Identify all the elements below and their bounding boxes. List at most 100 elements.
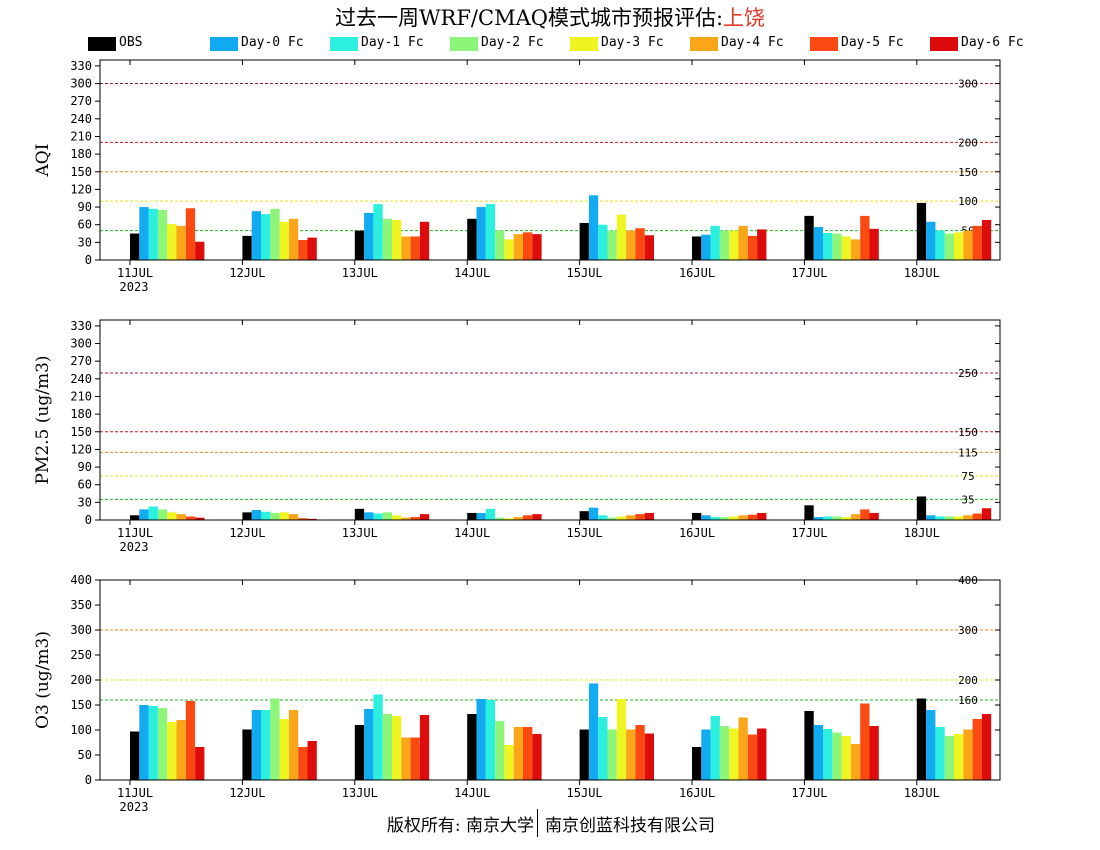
bar [476,512,486,520]
x-tick-label: 16JUL [679,786,715,800]
bar [307,237,317,260]
bar [635,228,645,260]
bar [419,221,430,260]
y-tick-label: 100 [70,723,92,737]
bar [579,729,589,780]
bar [523,515,533,520]
x-tick-label: 11JUL [117,526,153,540]
x-tick-label: 16JUL [679,526,715,540]
x-tick-label: 13JUL [342,526,378,540]
y-tick-label: 0 [85,253,92,267]
y-tick-label: 180 [70,147,92,161]
bar [588,195,599,260]
legend-label: Day-6 Fc [961,35,1024,50]
bar [757,728,767,780]
footer-separator [537,809,538,837]
bar [916,202,927,260]
bar [392,716,402,780]
legend-label: Day-1 Fc [361,35,424,50]
bar [963,729,973,780]
bar [279,221,289,260]
bar [626,729,636,780]
bar [354,725,365,780]
bar [373,204,383,260]
bar [410,517,420,520]
threshold-label: 100 [958,195,978,208]
bar [523,727,533,780]
bar [588,683,599,780]
bar [598,224,608,260]
bar [251,710,261,780]
bar [916,698,927,780]
bar [401,236,411,260]
chart-panel-1: 3002001501005003060901201501802102402703… [33,59,1001,294]
bar [279,512,289,520]
y-tick-label: 300 [70,77,92,91]
bar [130,515,140,520]
bar [392,220,402,260]
bar [841,736,851,780]
bar [467,218,477,260]
x-tick-label: 13JUL [342,266,378,280]
bar [850,514,861,520]
x-tick-label: 12JUL [229,526,265,540]
bar [710,716,720,780]
y-tick-label: 210 [70,389,92,403]
legend-swatch [810,37,838,51]
title-city: 上饶 [723,6,766,30]
x-tick-label: 17JUL [791,786,827,800]
y-tick-label: 330 [70,59,92,73]
x-tick-label: 12JUL [229,786,265,800]
bar [981,714,992,780]
legend-label: Day-4 Fc [721,35,784,50]
bar [804,711,814,780]
bar [813,227,823,260]
threshold-label: 150 [958,426,978,439]
bar [860,509,870,520]
bar [804,215,814,260]
bar [701,515,711,520]
bar [972,225,982,260]
bar [270,512,280,520]
bar [635,725,645,780]
bar [701,729,711,780]
bar [757,512,767,520]
bar [616,516,627,520]
plot-frame [99,59,1001,261]
bar [513,517,523,520]
bar [139,207,149,260]
bar [823,232,833,260]
bar [279,719,289,780]
bar [935,516,945,520]
y-tick-label: 350 [70,598,92,612]
legend-label: Day-0 Fc [241,35,304,50]
bar [382,714,392,780]
y-axis-label: PM2.5 (ug/m3) [33,355,53,484]
bar [261,214,271,260]
legend-swatch [330,37,358,51]
bar [813,725,823,780]
bar [419,715,430,780]
bar [485,204,496,260]
bar [710,225,720,260]
bar [832,732,842,780]
bar [298,240,308,260]
bar [288,218,299,260]
bar [944,516,954,520]
bar [176,514,186,520]
y-tick-label: 330 [70,319,92,333]
bar [251,211,261,260]
threshold-label: 250 [958,367,978,380]
y-tick-label: 50 [78,748,92,762]
bar [701,234,711,260]
bar [972,719,982,780]
bar [167,722,177,780]
y-axis-label: O3 (ug/m3) [33,631,53,729]
bar [626,230,636,260]
footer-company: 南京创蓝科技有限公司 [545,816,715,836]
bar [298,747,308,780]
plot-frame [99,319,1001,521]
bar [588,507,599,520]
bar [729,230,739,260]
bar [485,508,496,520]
